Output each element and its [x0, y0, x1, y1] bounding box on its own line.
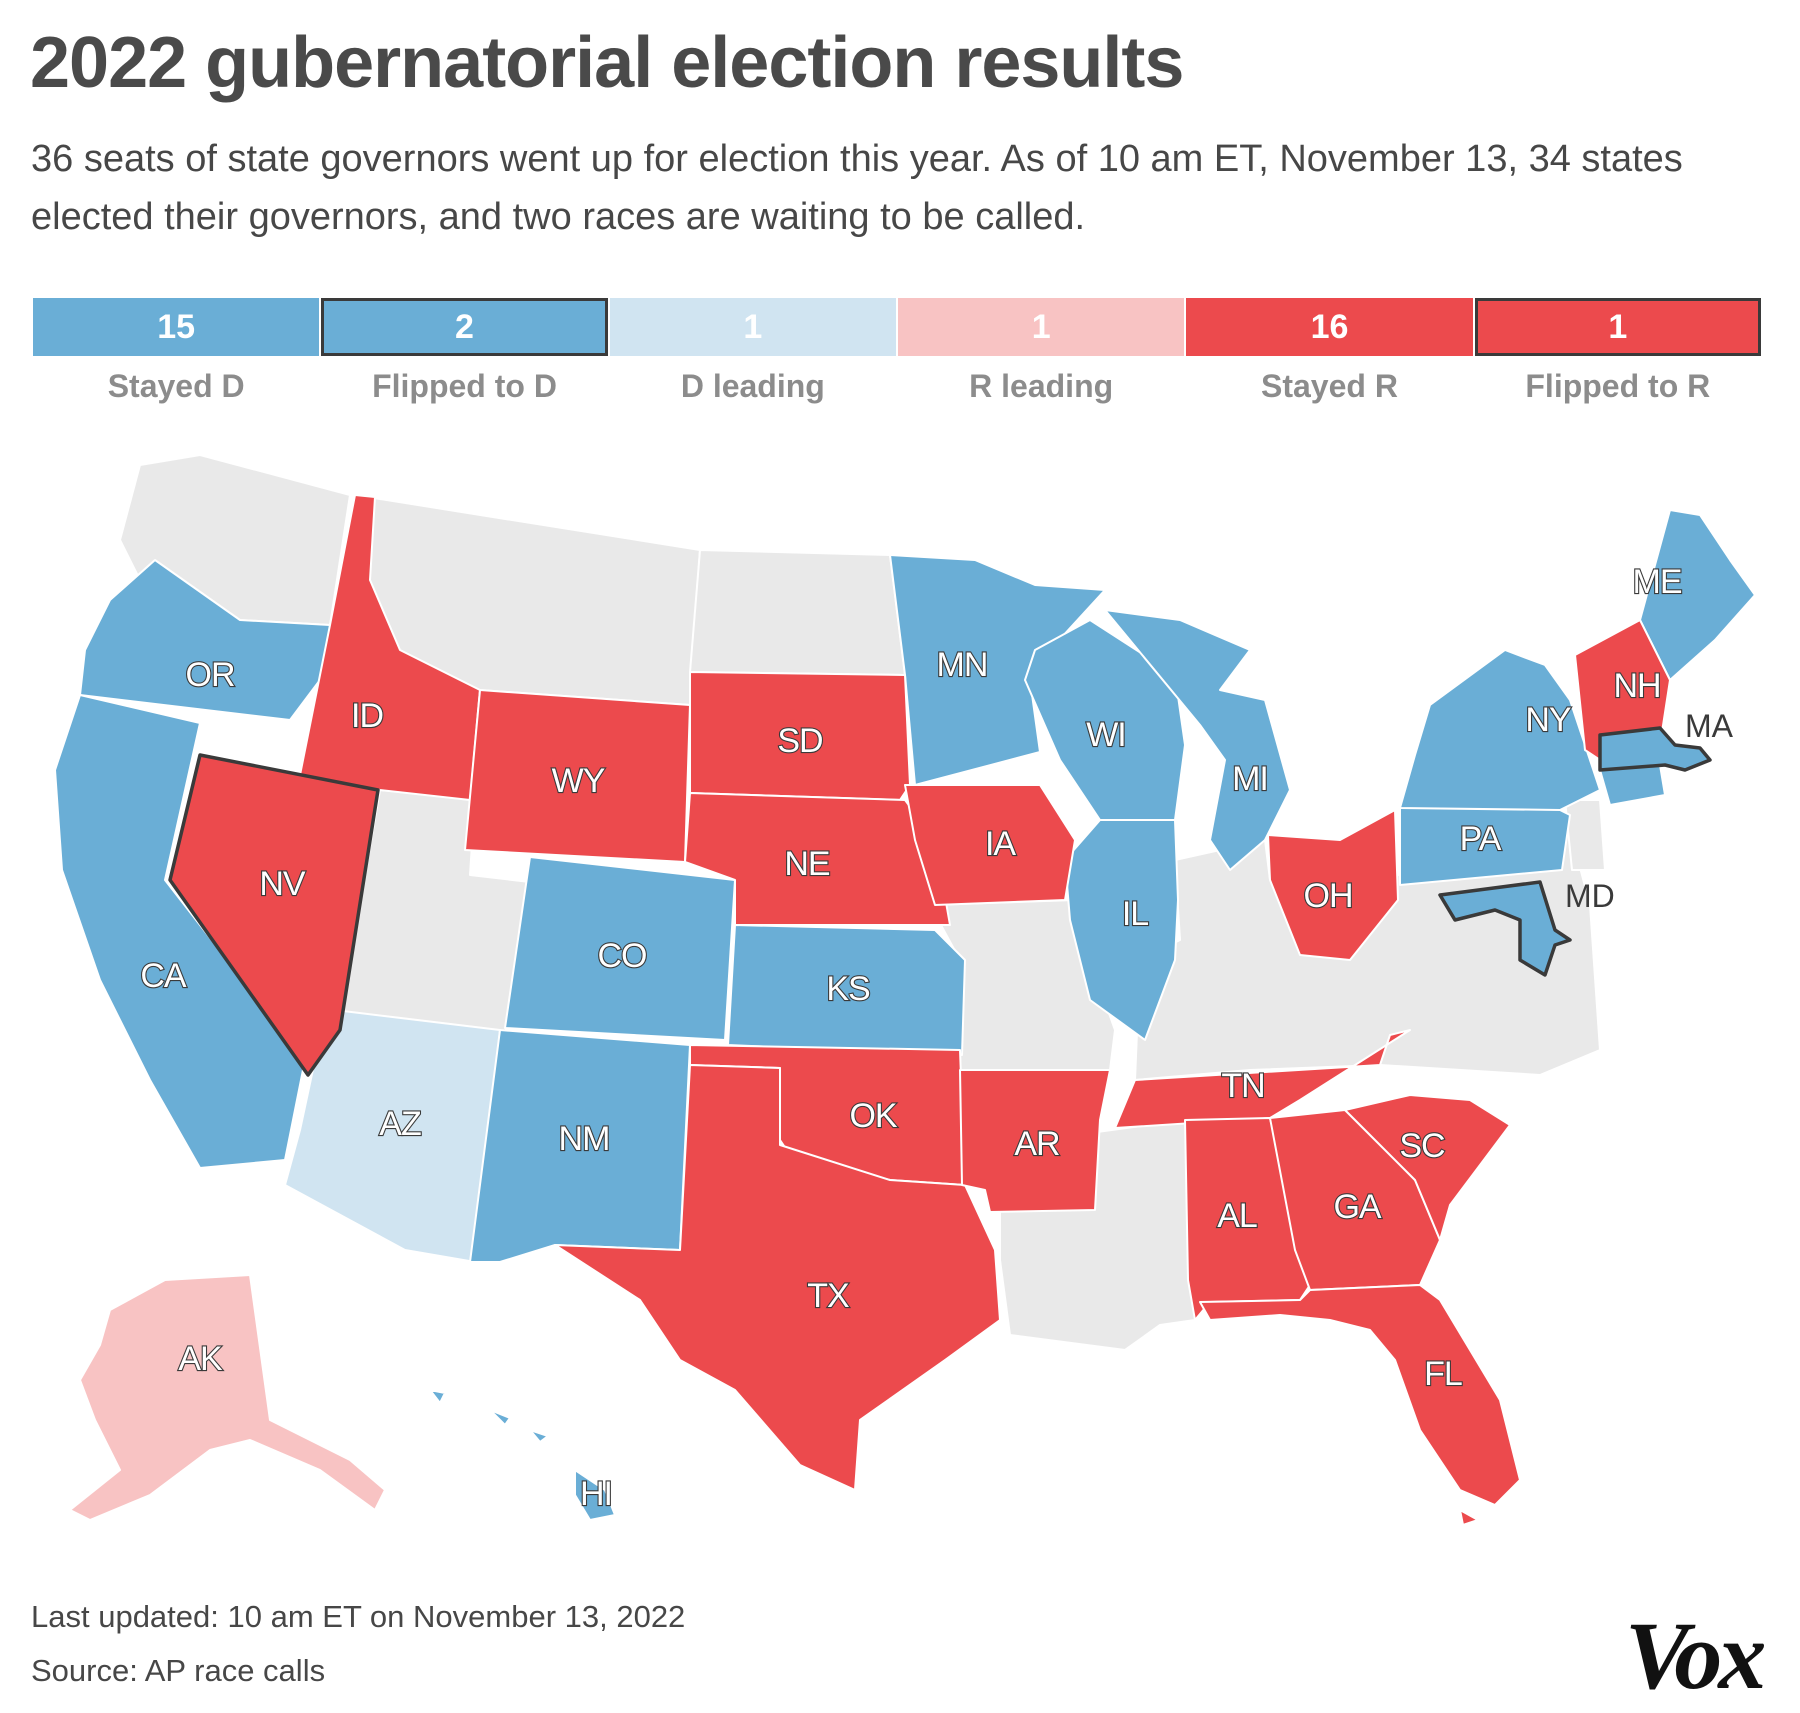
label-ia: IA	[985, 825, 1016, 863]
footer: Last updated: 10 am ET on November 13, 2…	[31, 1590, 685, 1698]
label-sd: SD	[777, 722, 822, 760]
label-oh: OH	[1304, 877, 1353, 915]
state-ma	[1598, 726, 1712, 772]
state-mi	[1104, 609, 1291, 871]
chart-title: 2022 gubernatorial election results	[30, 23, 1184, 103]
label-il: IL	[1122, 895, 1148, 933]
state-sc	[1344, 1094, 1511, 1241]
state-oh	[1267, 809, 1399, 961]
legend-swatch-stayed-d: 15	[33, 298, 320, 356]
label-md: MD	[1565, 878, 1615, 914]
legend-item-stayed-r: 16 Stayed R	[1186, 298, 1473, 405]
legend-label-stayed-d: Stayed D	[107, 368, 245, 404]
state-md	[1438, 880, 1572, 977]
label-ks: KS	[826, 970, 870, 1008]
legend-item-stayed-d: 15 Stayed D	[33, 298, 320, 405]
label-or: OR	[186, 656, 235, 694]
source-note: Source: AP race calls	[31, 1653, 326, 1688]
state-ia	[904, 784, 1076, 906]
label-ca: CA	[140, 957, 187, 995]
label-id: ID	[351, 697, 383, 735]
state-fl	[1199, 1284, 1521, 1526]
state-tn	[1114, 1029, 1411, 1129]
label-wy: WY	[552, 762, 605, 800]
state-nd	[689, 549, 906, 676]
legend-swatch-stayed-r: 16	[1186, 298, 1473, 356]
label-wi: WI	[1086, 716, 1126, 754]
label-ak: AK	[178, 1340, 223, 1378]
legend-item-d-leading: 1 D leading	[609, 298, 896, 405]
label-tx: TX	[807, 1277, 849, 1315]
state-ny	[1399, 649, 1601, 811]
label-al: AL	[1217, 1197, 1257, 1235]
label-mn: MN	[937, 646, 988, 684]
legend-swatch-flipped-d: 2	[321, 298, 608, 356]
label-ny: NY	[1525, 701, 1571, 739]
us-map: OR ID WY SD MN WI MI NY ME NH NV NE IA P…	[54, 454, 1756, 1526]
state-sd	[689, 671, 911, 801]
label-az: AZ	[379, 1105, 421, 1143]
legend-label-stayed-r: Stayed R	[1261, 368, 1398, 404]
label-fl: FL	[1424, 1355, 1462, 1393]
legend-item-r-leading: 1 R leading	[897, 298, 1185, 405]
state-ak	[69, 1274, 386, 1521]
label-nv: NV	[259, 865, 306, 903]
label-co: CO	[598, 937, 647, 975]
label-nm: NM	[559, 1120, 610, 1158]
state-tx	[554, 1064, 1001, 1491]
chart-subtitle: 36 seats of state governors went up for …	[31, 138, 1683, 238]
legend-swatch-d-leading: 1	[609, 298, 896, 356]
last-updated: Last updated: 10 am ET on November 13, 2…	[31, 1599, 686, 1634]
state-me	[1639, 509, 1756, 681]
legend-swatch-r-leading: 1	[897, 298, 1185, 356]
vox-logo: Vox	[1625, 1602, 1766, 1709]
legend: 15 Stayed D 2 Flipped to D 1 D leading 1…	[33, 298, 1763, 405]
state-ca	[54, 694, 306, 1169]
label-ar: AR	[1014, 1125, 1059, 1163]
legend-label-flipped-r: Flipped to R	[1525, 368, 1711, 404]
label-ok: OK	[849, 1097, 897, 1135]
label-ga: GA	[1333, 1188, 1381, 1226]
label-sc: SC	[1399, 1127, 1445, 1165]
state-hi	[429, 1389, 616, 1521]
state-nv	[168, 753, 380, 1077]
label-me: ME	[1633, 563, 1682, 601]
label-mi: MI	[1232, 760, 1268, 798]
state-ne-corner	[1564, 799, 1606, 871]
legend-label-d-leading: D leading	[680, 368, 825, 404]
legend-swatch-flipped-r: 1	[1474, 298, 1761, 356]
legend-label-r-leading: R leading	[969, 368, 1114, 404]
label-pa: PA	[1460, 820, 1502, 858]
legend-item-flipped-r: 1 Flipped to R	[1474, 298, 1761, 405]
label-nh: NH	[1613, 667, 1660, 705]
state-ar	[959, 1069, 1111, 1213]
label-hi: HI	[580, 1475, 612, 1513]
legend-label-flipped-d: Flipped to D	[372, 368, 557, 404]
state-co	[504, 856, 736, 1041]
legend-item-flipped-d: 2 Flipped to D	[321, 298, 608, 405]
label-tn: TN	[1221, 1067, 1264, 1105]
state-ks	[727, 924, 966, 1056]
label-ma: MA	[1685, 708, 1734, 744]
label-ne: NE	[784, 845, 830, 883]
